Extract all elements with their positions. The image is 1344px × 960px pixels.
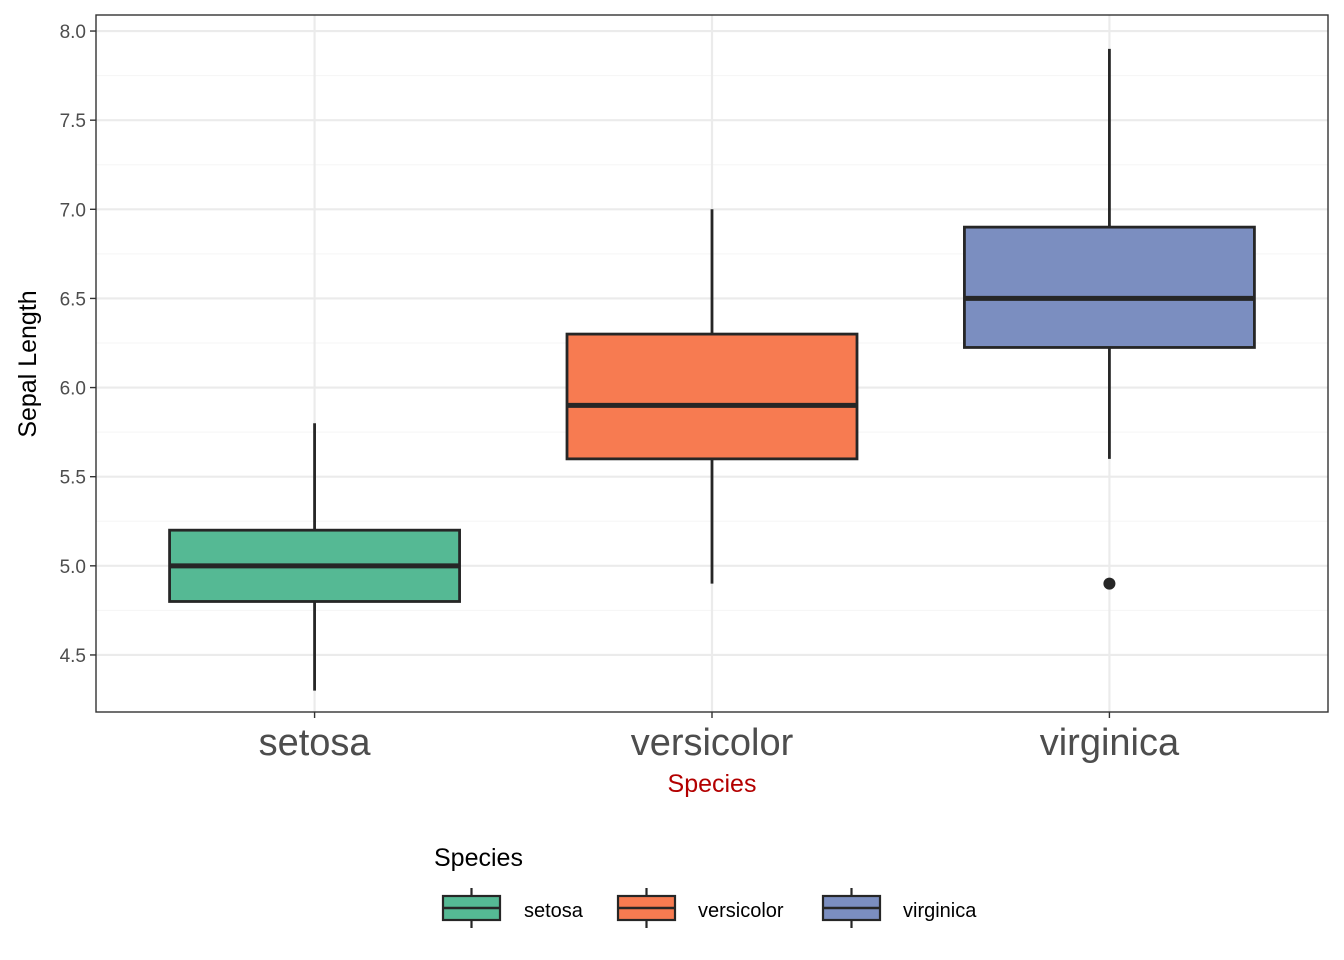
box-body [963,225,1256,349]
box-body [565,332,859,461]
y-tick-label: 6.5 [60,289,86,310]
x-axis-title: Species [668,770,757,798]
y-axis-title: Sepal Length [14,290,42,437]
y-tick-label: 4.5 [60,646,86,667]
y-tick-label: 8.0 [60,22,86,43]
legend-item-setosa: setosa [441,888,584,928]
box-versicolor [565,209,859,584]
y-axis: 4.5 5.0 5.5 6.0 6.5 7.0 7.5 8.0 [60,22,96,667]
box-setosa [168,423,461,691]
legend-label: virginica [903,900,977,922]
x-axis: setosa versicolor virginica [259,712,1180,764]
box-virginica [963,48,1256,590]
y-tick-label: 7.5 [60,111,86,132]
y-tick-label: 5.0 [60,557,86,578]
y-tick-label: 7.0 [60,200,86,221]
legend: Species setosa versicolor virginica [434,844,977,928]
y-tick-label: 5.5 [60,468,86,489]
legend-title: Species [434,844,523,872]
outlier-point [1103,577,1116,590]
x-tick-label: setosa [259,722,372,764]
boxes [168,48,1256,691]
x-tick-label: virginica [1040,722,1180,764]
y-tick-label: 6.0 [60,379,86,400]
x-tick-label: versicolor [631,722,794,764]
legend-label: setosa [524,900,584,922]
legend-label: versicolor [698,900,784,922]
legend-item-versicolor: versicolor [616,888,784,928]
legend-item-virginica: virginica [821,888,977,928]
